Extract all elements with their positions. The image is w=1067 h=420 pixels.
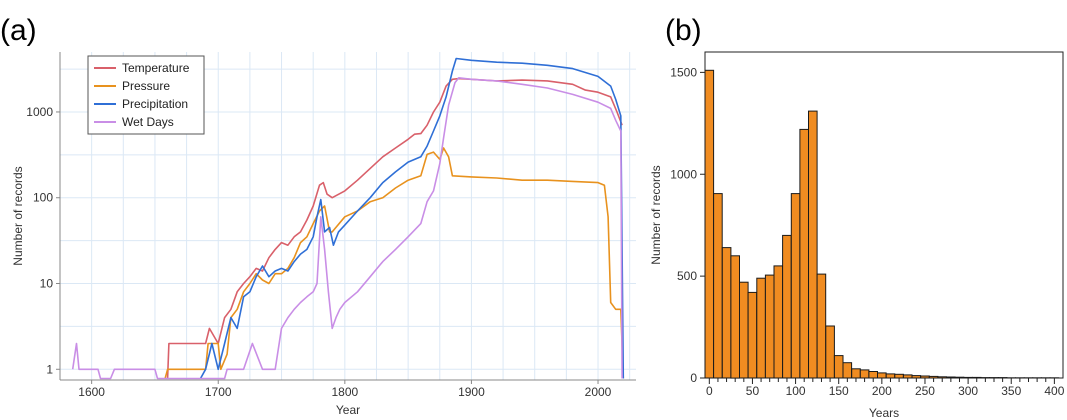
histogram-bar bbox=[868, 371, 879, 379]
histogram-bar bbox=[730, 255, 741, 379]
histogram-bar bbox=[713, 193, 723, 379]
histogram-bar bbox=[833, 355, 844, 379]
histogram-bar bbox=[721, 247, 732, 379]
y-axis-title: Number of records bbox=[11, 166, 25, 265]
histogram-bar bbox=[911, 375, 922, 379]
x-axis-title: Years bbox=[869, 406, 899, 420]
histogram-bar bbox=[928, 375, 939, 379]
panel-label-a: (a) bbox=[0, 14, 37, 47]
x-tick-label: 1600 bbox=[78, 385, 105, 399]
histogram-bar bbox=[790, 193, 801, 379]
y-tick-label: 1000 bbox=[26, 105, 53, 119]
histogram-bar bbox=[920, 375, 930, 379]
histogram-bar bbox=[954, 376, 965, 379]
histogram-bar bbox=[859, 369, 870, 379]
y-tick-label: 0 bbox=[690, 371, 697, 385]
x-tick-label: 250 bbox=[915, 384, 935, 398]
histogram-bar bbox=[747, 291, 758, 379]
x-tick-label: 150 bbox=[829, 384, 849, 398]
histogram-bar bbox=[756, 277, 766, 379]
x-tick-label: 1900 bbox=[458, 385, 485, 399]
y-tick-label: 10 bbox=[40, 277, 54, 291]
series-line-temperature bbox=[166, 77, 623, 379]
y-tick-label: 100 bbox=[33, 191, 53, 205]
y-tick-label: 1000 bbox=[670, 167, 697, 181]
x-tick-label: 50 bbox=[746, 384, 760, 398]
histogram-bar bbox=[894, 373, 904, 379]
y-tick-label: 500 bbox=[677, 269, 697, 283]
grid bbox=[59, 52, 636, 380]
series-line-pressure bbox=[164, 147, 625, 379]
x-tick-label: 2000 bbox=[585, 385, 612, 399]
histogram-bar bbox=[808, 110, 818, 379]
series-line-wet-days bbox=[71, 77, 623, 380]
histogram-bar bbox=[764, 274, 775, 379]
histogram-chart: 0 50 100 150 200 250 300 350 400 0 500 1000 1500 Year… bbox=[649, 51, 1065, 420]
histogram-bar bbox=[739, 281, 749, 379]
histogram-bar bbox=[946, 376, 956, 379]
x-axis-title: Year bbox=[336, 403, 360, 417]
x-tick-label: 0 bbox=[706, 384, 713, 398]
legend-label: Precipitation bbox=[122, 97, 188, 111]
histogram-bar bbox=[782, 234, 792, 379]
y-axis-title: Number of records bbox=[649, 165, 663, 264]
x-tick-label: 300 bbox=[958, 384, 978, 398]
legend: Temperature Pressure Precipitation Wet Days bbox=[87, 55, 205, 135]
x-tick-label: 100 bbox=[786, 384, 806, 398]
legend-label: Pressure bbox=[122, 79, 170, 93]
histogram-bar bbox=[704, 69, 715, 379]
panel-label-b: (b) bbox=[665, 14, 702, 47]
histogram-bar bbox=[937, 376, 948, 379]
histogram-bar bbox=[971, 376, 982, 379]
x-tick-label: 400 bbox=[1044, 384, 1064, 398]
histogram-bar bbox=[963, 376, 973, 379]
series-line-precipitation bbox=[199, 57, 625, 379]
legend-label: Wet Days bbox=[122, 115, 174, 129]
x-tick-label: 1700 bbox=[205, 385, 232, 399]
histogram-bar bbox=[799, 128, 810, 379]
histogram-bar bbox=[902, 374, 913, 379]
histogram-bar bbox=[885, 373, 896, 379]
histogram-bar bbox=[773, 265, 784, 379]
legend-label: Temperature bbox=[122, 61, 190, 75]
y-tick-label: 1 bbox=[46, 362, 53, 376]
x-tick-label: 1800 bbox=[331, 385, 358, 399]
x-tick-label: 350 bbox=[1001, 384, 1021, 398]
x-tick-label: 200 bbox=[872, 384, 892, 398]
histogram-bar bbox=[825, 325, 835, 379]
histogram-bar bbox=[842, 362, 853, 379]
histogram-bar bbox=[851, 368, 861, 379]
histogram-bar bbox=[877, 372, 887, 379]
histogram-bar bbox=[816, 273, 827, 379]
line-chart: 1600 1700 1800 1900 2000 1 10 100 1000 Year Number… bbox=[11, 52, 636, 417]
y-tick-label: 1500 bbox=[670, 65, 697, 79]
